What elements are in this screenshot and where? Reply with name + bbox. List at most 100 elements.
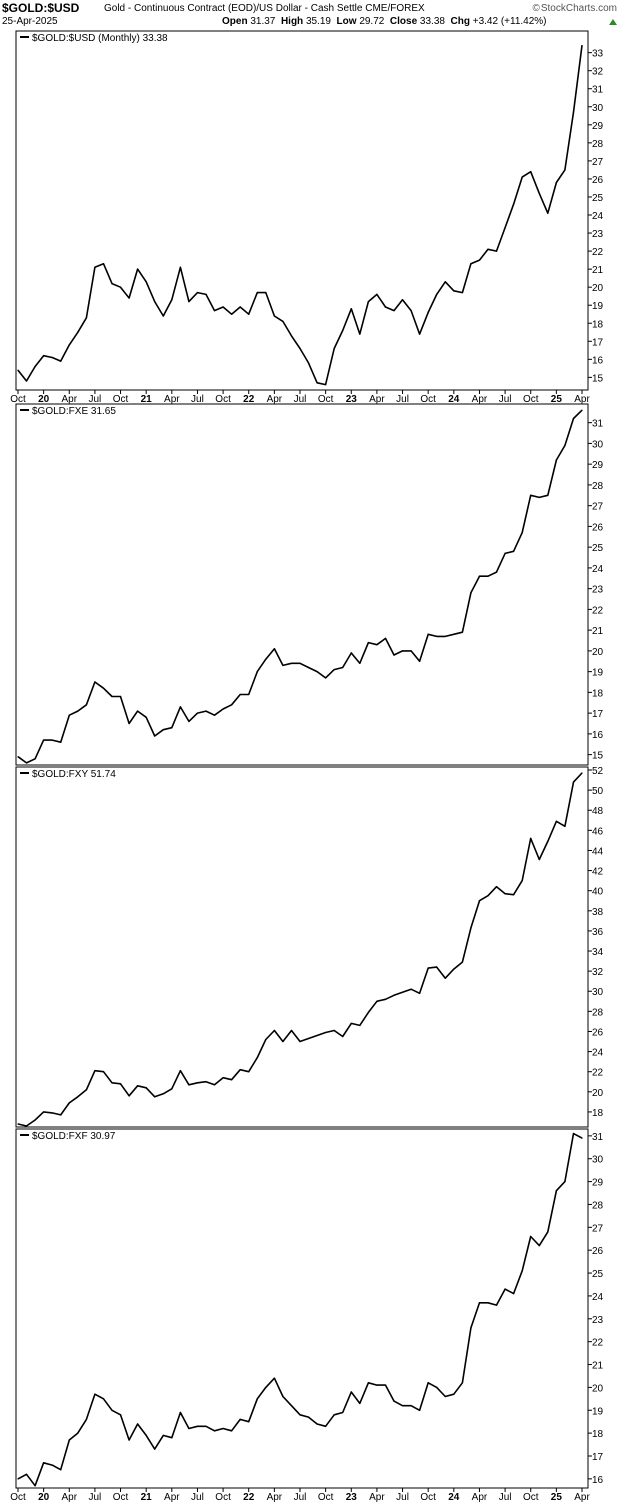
data-point [77, 1432, 79, 1434]
plot-frame [15, 30, 589, 391]
data-point [504, 1288, 506, 1290]
data-point [513, 550, 515, 552]
data-point [145, 1434, 147, 1437]
data-point [188, 1427, 190, 1430]
data-point [367, 301, 369, 303]
chart-panel-2: 15 16 17 18 19 20 21 22 23 24 25 26 27 28 29 30 31 $GOLD:… [15, 403, 604, 766]
y-tick-label: 30 [592, 103, 604, 114]
data-point [333, 668, 335, 671]
data-point [102, 1398, 105, 1400]
data-point [342, 329, 344, 332]
y-tick-label: 24 [592, 1292, 604, 1303]
data-point [401, 299, 404, 301]
y-tick-label: 19 [592, 1406, 604, 1417]
data-point [444, 635, 446, 637]
data-point [299, 347, 301, 350]
data-point [419, 660, 421, 662]
data-point [128, 297, 130, 299]
y-tick-label: 25 [592, 1269, 604, 1280]
x-tick-label: Oct [10, 394, 26, 405]
data-point [436, 1386, 438, 1388]
data-point [68, 1102, 70, 1104]
ohlc-summary: Open 31.37 High 35.19 Low 29.72 Close 33… [222, 16, 547, 27]
data-point [213, 310, 216, 312]
data-point [282, 320, 284, 323]
data-point [581, 409, 583, 411]
data-point [137, 1423, 139, 1425]
data-point [51, 1464, 53, 1466]
data-point [419, 1409, 421, 1411]
data-point [572, 1132, 575, 1135]
chart-panel-1: 15 16 17 18 19 20 21 22 23 24 25 26 27 28 29 30 31 32 33 $G… [10, 30, 604, 405]
y-tick-label: 52 [592, 766, 604, 777]
y-tick-label: 27 [592, 1223, 604, 1234]
data-point [231, 1079, 233, 1081]
data-point [248, 1071, 250, 1073]
data-point [102, 1071, 105, 1073]
y-tick-label: 31 [592, 419, 604, 430]
x-tick-label: Apr [369, 394, 385, 405]
y-tick-label: 20 [592, 1383, 604, 1394]
data-point [248, 1421, 250, 1423]
data-point [521, 532, 523, 534]
data-point [145, 1087, 147, 1089]
data-point [376, 1384, 378, 1386]
data-point [290, 1405, 293, 1407]
data-point [94, 681, 96, 683]
x-tick-label: Jul [294, 394, 307, 405]
brand-link[interactable]: ©StockCharts.com [532, 3, 617, 14]
y-tick-label: 46 [592, 826, 604, 837]
up-arrow-icon [609, 19, 617, 25]
y-tick-label: 23 [592, 1315, 604, 1326]
data-point [119, 286, 122, 288]
data-point [34, 365, 36, 368]
data-point [350, 308, 352, 310]
data-point [504, 893, 506, 895]
data-point [470, 263, 472, 265]
y-tick-label: 44 [592, 846, 604, 857]
data-point [60, 741, 62, 743]
data-point [256, 291, 258, 294]
data-point [179, 1070, 181, 1072]
data-point [145, 281, 147, 283]
data-point [333, 1029, 335, 1032]
chart-panel-4: 16 17 18 19 20 21 22 23 24 25 26 27 28 29 30 31 $GOLD:FX… [10, 1128, 604, 1503]
data-point [205, 1425, 207, 1427]
data-point [222, 306, 224, 308]
data-point [51, 1112, 53, 1114]
data-point [393, 1400, 395, 1402]
data-point [453, 968, 455, 970]
data-point [188, 720, 190, 723]
x-tick-label: Oct [318, 394, 334, 405]
y-tick-label: 32 [592, 67, 604, 78]
data-point [427, 967, 429, 969]
data-point [530, 837, 532, 839]
data-point [495, 1304, 498, 1306]
plot-frame [15, 1128, 589, 1489]
data-point [154, 1096, 156, 1098]
data-point [325, 1425, 327, 1427]
data-point [162, 729, 164, 731]
x-tick-label: 21 [141, 1492, 153, 1503]
data-point [282, 664, 284, 667]
data-point [299, 662, 301, 664]
data-point [325, 1031, 327, 1034]
x-tick-label: Oct [10, 1492, 26, 1503]
data-point [17, 756, 19, 758]
data-point [119, 695, 122, 698]
data-point [495, 250, 498, 252]
data-point [290, 662, 293, 664]
y-tick-label: 22 [592, 1068, 604, 1079]
symbol-description: Gold - Continuous Contract (EOD)/US Doll… [104, 3, 425, 14]
data-point [265, 1386, 267, 1388]
data-point [265, 658, 267, 660]
quote-date: 25-Apr-2025 [2, 16, 58, 27]
y-tick-label: 22 [592, 1338, 604, 1349]
data-point [572, 781, 575, 783]
data-point [350, 1022, 352, 1025]
y-tick-label: 24 [592, 1048, 604, 1059]
data-point [470, 927, 472, 929]
data-point [487, 1302, 489, 1304]
data-point [530, 1235, 532, 1238]
data-point [290, 335, 293, 337]
